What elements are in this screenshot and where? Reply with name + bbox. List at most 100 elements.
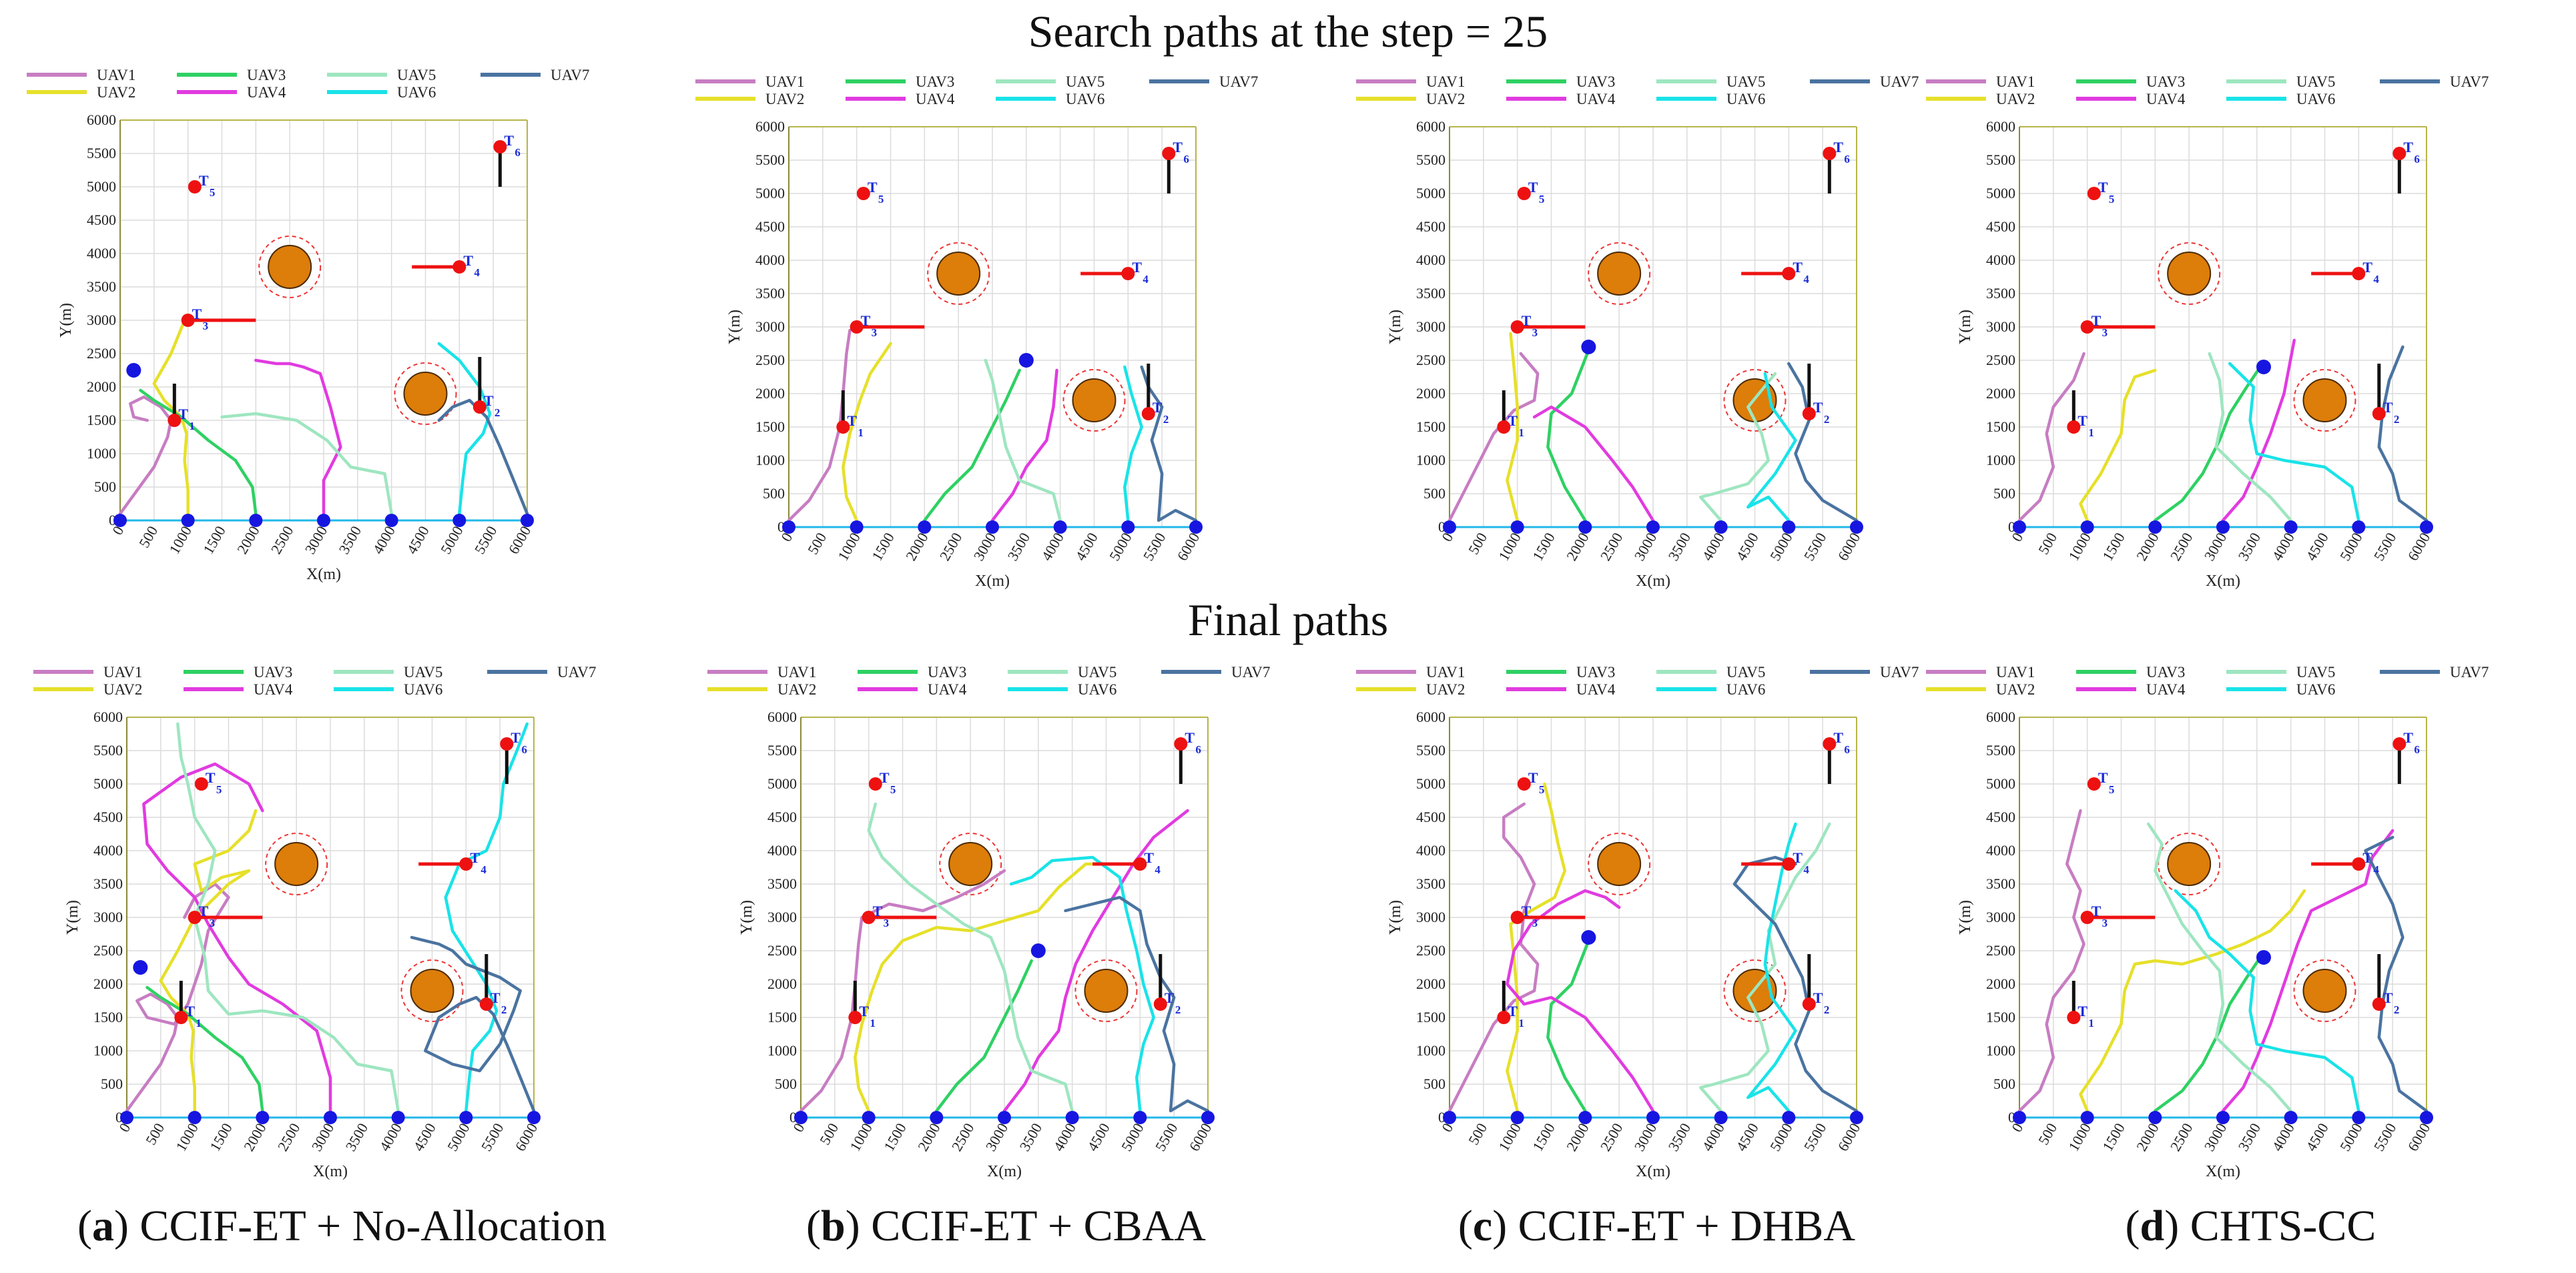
path-uav4 (2221, 829, 2394, 1113)
path-uav4 (990, 368, 1058, 522)
path-uav1 (118, 395, 173, 516)
legend-label-uav3: UAV3 (254, 664, 292, 681)
y-tick-label: 500 (1423, 485, 1445, 502)
y-tick-label: 3000 (87, 312, 116, 328)
row-title-final: Final paths (1187, 594, 1389, 645)
y-tick-label: 5500 (1986, 742, 2015, 759)
x-tick-label: 4000 (369, 523, 398, 557)
target-marker (479, 997, 493, 1011)
x-tick-label: 1000 (834, 530, 864, 564)
x-tick-label: 3500 (1665, 530, 1694, 564)
y-axis-label: Y(m) (1957, 310, 1974, 344)
legend-label-uav1: UAV1 (103, 664, 142, 681)
x-tick-label: 4500 (2302, 530, 2332, 564)
y-tick-label: 2500 (767, 942, 797, 959)
x-tick-label: 1000 (2065, 530, 2094, 564)
legend-label-uav2: UAV2 (1996, 91, 2035, 107)
legend-label-uav7: UAV7 (551, 67, 589, 83)
uav-start-marker (1850, 520, 1863, 534)
path-uav1 (1447, 352, 1540, 522)
uav-start-marker (249, 514, 263, 527)
chart-panel-c-final: UAV1 UAV3 UAV5 UAV7 UAV2 UAV4 UAV6 0 500 1000 1500… (1356, 664, 2000, 1198)
target-label-sub: 5 (878, 193, 884, 205)
x-tick-label: 1000 (1495, 1120, 1524, 1154)
target-marker (2352, 857, 2366, 871)
legend-label-uav3: UAV3 (2146, 73, 2185, 90)
y-tick-label: 4500 (1416, 218, 1445, 235)
x-tick-label: 5500 (2370, 530, 2400, 564)
y-tick-label: 4500 (1416, 809, 1445, 825)
y-tick-label: 1500 (1986, 1009, 2015, 1025)
y-axis-label: Y(m) (1387, 310, 1404, 344)
target-marker (2372, 997, 2386, 1011)
x-axis-label: X(m) (1636, 1163, 1670, 1180)
y-tick-label: 3000 (1416, 909, 1445, 925)
x-tick-label: 3000 (970, 530, 1000, 564)
x-tick-label: 5000 (2336, 1120, 2366, 1154)
y-tick-label: 6000 (1416, 709, 1445, 725)
target-marker (2392, 737, 2406, 751)
y-tick-label: 3000 (1986, 909, 2015, 925)
path-uav2 (2079, 889, 2306, 1113)
y-tick-label: 6000 (1416, 118, 1445, 135)
target-label-sub: 5 (2109, 783, 2115, 796)
x-tick-label: 4500 (1084, 1120, 1113, 1154)
legend-label-uav4: UAV4 (247, 84, 286, 101)
x-tick-label: 6000 (2404, 530, 2434, 564)
y-tick-label: 3500 (87, 278, 116, 295)
target-label-sub: 3 (2102, 917, 2108, 929)
uav-start-marker (2420, 1111, 2433, 1124)
uav-start-marker (527, 1111, 541, 1124)
x-tick-label: 500 (816, 1120, 842, 1148)
target-label: T (1165, 989, 1175, 1006)
x-tick-label: 6000 (1835, 530, 1864, 564)
x-tick-label: 1500 (868, 530, 898, 564)
target-marker (2080, 911, 2094, 924)
path-uav2 (1506, 332, 1519, 522)
path-uav6 (1123, 365, 1143, 522)
target-label: T (2383, 399, 2393, 416)
x-tick-label: 6000 (505, 523, 535, 557)
target-label: T (2091, 312, 2102, 329)
x-tick-label: 2000 (2133, 1120, 2162, 1154)
path-uav7 (2364, 835, 2429, 1113)
legend-label-uav1: UAV1 (1426, 664, 1465, 681)
y-tick-label: 2500 (1986, 942, 2015, 959)
y-tick-label: 500 (101, 1076, 123, 1092)
legend-label-uav7: UAV7 (557, 664, 596, 681)
legend-label-uav5: UAV5 (1078, 664, 1116, 681)
x-axis-label: X(m) (306, 566, 341, 583)
target-marker (1162, 147, 1176, 160)
y-tick-label: 4000 (93, 842, 123, 859)
y-tick-label: 5500 (767, 742, 797, 759)
uav-start-marker (1443, 520, 1456, 534)
legend-label-uav7: UAV7 (1880, 73, 1919, 90)
uav-start-marker (1714, 1111, 1728, 1124)
target-label-sub: 6 (2414, 743, 2420, 756)
y-tick-label: 0 (789, 1109, 797, 1126)
y-tick-label: 5000 (93, 775, 123, 792)
path-uav7 (2377, 345, 2429, 522)
x-tick-label: 5500 (1152, 1120, 1181, 1154)
y-tick-label: 0 (1438, 518, 1445, 535)
x-tick-label: 1000 (1495, 530, 1524, 564)
uav-start-marker (1201, 1111, 1215, 1124)
y-tick-label: 5000 (767, 775, 797, 792)
target-label-sub: 1 (2088, 1017, 2094, 1029)
path-uav5 (867, 802, 1074, 1113)
uav-start-marker (1646, 1111, 1660, 1124)
obstacle (1597, 252, 1642, 296)
target-label: T (2098, 179, 2108, 195)
y-tick-label: 3000 (93, 909, 123, 925)
target-marker (856, 187, 870, 200)
target-marker (500, 737, 514, 751)
legend-label-uav6: UAV6 (1726, 681, 1765, 698)
legend-label-uav1: UAV1 (1996, 664, 2035, 681)
y-tick-label: 1000 (755, 452, 785, 468)
target-label: T (873, 903, 883, 919)
y-tick-label: 4000 (1416, 842, 1445, 859)
path-uav1 (2017, 809, 2085, 1113)
uav-start-marker (1782, 1111, 1796, 1124)
path-uav5 (1698, 822, 1831, 1113)
